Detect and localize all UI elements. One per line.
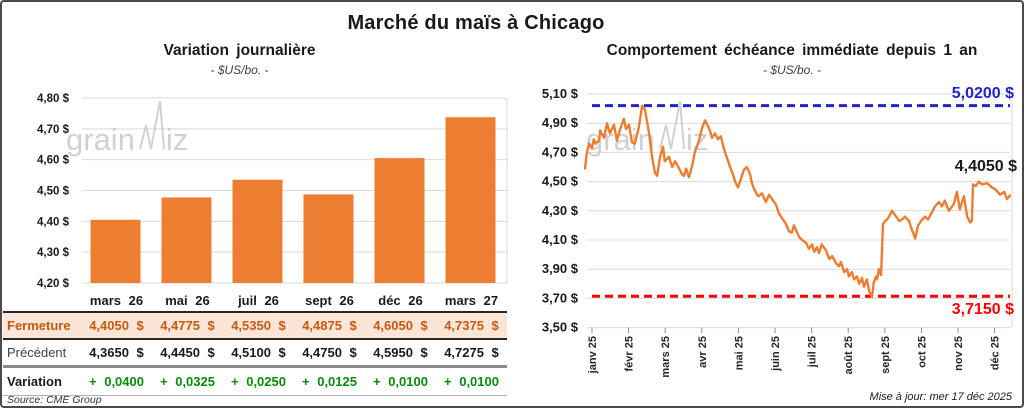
- variation-value: + 0,0325: [160, 374, 215, 389]
- table-column-header: sept 26: [305, 292, 354, 308]
- x-axis-tick-label: janv 25: [587, 336, 599, 374]
- x-axis-tick-label: août 25: [843, 336, 855, 375]
- y-axis-tick-label: 3,50 $: [542, 320, 579, 335]
- variation-value: + 0,0100: [444, 374, 499, 389]
- variation-value: + 0,0100: [373, 374, 428, 389]
- y-axis-tick-label: 5,10 $: [542, 86, 579, 101]
- y-axis-tick-label: 4,30 $: [37, 247, 70, 259]
- precedent-value: 4,4450 $: [160, 345, 215, 360]
- y-axis-tick-label: 3,90 $: [542, 261, 579, 276]
- y-axis-tick-label: 4,60 $: [37, 155, 70, 167]
- precedent-value: 4,3650 $: [89, 345, 144, 360]
- bar-mai-26: [161, 197, 212, 283]
- variation-value: + 0,0250: [231, 374, 286, 389]
- fermeture-value: 4,4775 $: [160, 318, 215, 333]
- y-axis-tick-label: 4,30 $: [542, 203, 579, 218]
- watermark-text: iz: [686, 122, 708, 157]
- y-axis-tick-label: 4,80 $: [37, 93, 70, 105]
- bar-déc-26: [374, 158, 425, 283]
- bar-sept-26: [303, 194, 354, 283]
- bar-juil-26: [232, 179, 283, 283]
- table-row-variation: Variation + 0,0400 + 0,0325 + 0,0250 + 0,012…: [3, 368, 507, 396]
- table-column-header: mars 27: [444, 292, 499, 308]
- year-high-price-label: 5,0200 $: [951, 85, 1014, 102]
- bar-mars-27: [445, 117, 496, 283]
- row-label: Fermeture: [7, 318, 71, 333]
- y-axis-tick-label: 4,70 $: [37, 124, 70, 136]
- futures-price-table: mars 26 mai 26 juil 26 sept 26 déc 26 mars 27…: [3, 289, 507, 396]
- table-column-header: mars 26: [89, 292, 144, 308]
- fermeture-value: 4,5350 $: [231, 318, 286, 333]
- watermark-zigzag-icon: [659, 100, 685, 150]
- fermeture-value: 4,4875 $: [302, 318, 357, 333]
- y-axis-tick-label: 4,90 $: [542, 115, 579, 130]
- precedent-value: 4,5100 $: [231, 345, 286, 360]
- x-axis-tick-label: mai 25: [733, 336, 745, 370]
- table-row-fermeture: Fermeture 4,4050 $ 4,4775 $ 4,5350 $ 4,4875 …: [3, 313, 507, 340]
- source-note: Source: CME Group: [7, 394, 102, 406]
- precedent-value: 4,5950 $: [373, 345, 428, 360]
- y-axis-tick-label: 4,70 $: [542, 144, 579, 159]
- grainwiz-watermark-logo: grain iz: [66, 100, 188, 157]
- x-axis-tick-label: déc 25: [990, 336, 1002, 370]
- daily-variation-bar-chart: 4,20 $ 4,30 $ 4,40 $ 4,50 $ 4,60 $ 4,70 $ 4,80…: [37, 93, 508, 290]
- x-axis-tick-label: juil 25: [807, 336, 819, 368]
- year-low-price-label: 3,7150 $: [951, 301, 1014, 318]
- fermeture-value: 4,4050 $: [89, 318, 144, 333]
- page-title: Marché du maïs à Chicago: [347, 12, 605, 34]
- x-axis-tick-label: oct 25: [916, 336, 928, 368]
- watermark-text: iz: [166, 122, 188, 157]
- x-axis-tick-label: mars 25: [660, 336, 672, 378]
- bar-chart-subtitle: - $US/bo. -: [210, 63, 269, 77]
- front-month-price-line: [583, 104, 1012, 299]
- line-chart-title: Comportement échéance immédiate depuis 1…: [606, 42, 978, 59]
- row-label: Précédent: [7, 345, 67, 360]
- x-axis-tick-label: avr 25: [697, 336, 709, 368]
- grainwiz-watermark-logo: grain iz: [586, 100, 708, 157]
- y-axis-tick-label: 3,70 $: [542, 290, 579, 305]
- y-axis-tick-label: 4,50 $: [37, 186, 70, 198]
- x-axis-tick-label: juin 25: [770, 336, 782, 372]
- y-axis-tick-label: 4,20 $: [37, 278, 70, 290]
- row-label: Variation: [7, 374, 62, 389]
- y-axis-tick-label: 4,40 $: [37, 216, 70, 228]
- x-axis-tick-label: sept 25: [880, 336, 892, 374]
- x-axis-tick-label: nov 25: [953, 336, 965, 371]
- watermark-zigzag-icon: [139, 100, 165, 150]
- precedent-value: 4,7275 $: [444, 345, 499, 360]
- variation-value: + 0,0125: [302, 374, 357, 389]
- y-axis-tick-label: 4,10 $: [542, 232, 579, 247]
- update-note: Mise à jour: mer 17 déc 2025: [869, 391, 1012, 403]
- bar-mars-26: [90, 219, 141, 283]
- last-price-label: 4,4050 $: [954, 158, 1017, 175]
- fermeture-value: 4,7375 $: [444, 318, 499, 333]
- table-row-precedent: Précédent 4,3650 $ 4,4450 $ 4,5100 $ 4,4750 …: [3, 340, 507, 368]
- table-header-row: mars 26 mai 26 juil 26 sept 26 déc 26 mars 27: [3, 289, 507, 313]
- table-column-header: juil 26: [238, 292, 279, 308]
- front-month-line-chart: 3,50 $ 3,70 $ 3,90 $ 4,10 $ 4,30 $ 4,50 $ 4,70…: [542, 86, 1013, 378]
- bar-chart-title: Variation journalière: [163, 42, 316, 59]
- x-axis-tick-label: févr 25: [624, 336, 636, 371]
- precedent-value: 4,4750 $: [302, 345, 357, 360]
- fermeture-value: 4,6050 $: [373, 318, 428, 333]
- variation-value: + 0,0400: [89, 374, 144, 389]
- table-column-header: mai 26: [165, 292, 210, 308]
- y-axis-tick-label: 4,50 $: [542, 174, 579, 189]
- watermark-text: grain: [66, 122, 135, 157]
- table-column-header: déc 26: [378, 292, 423, 308]
- line-chart-subtitle: - $US/bo. -: [762, 63, 822, 77]
